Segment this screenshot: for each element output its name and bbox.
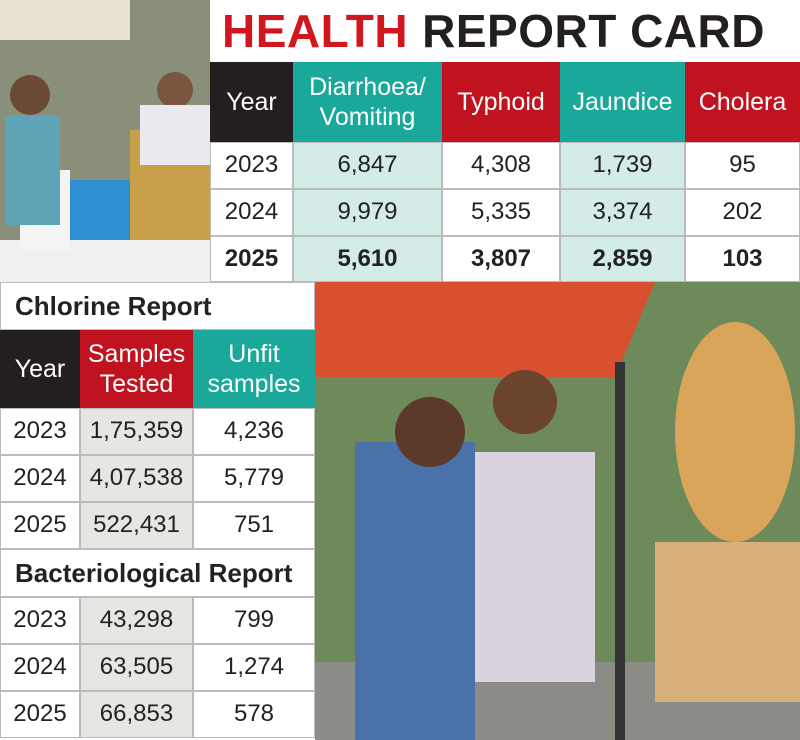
table-cell: 4,07,538 — [80, 455, 193, 502]
table-cell: 2023 — [0, 408, 80, 455]
table-cell: 2023 — [210, 142, 293, 189]
table-cell: 2024 — [0, 455, 80, 502]
table-cell: 1,274 — [193, 644, 315, 691]
title-part: REPORT CARD — [422, 5, 765, 57]
table-cell: 578 — [193, 691, 315, 738]
table-cell: 5,779 — [193, 455, 315, 502]
header-cell: Diarrhoea/ Vomiting — [293, 62, 442, 142]
header-cell: Typhoid — [442, 62, 560, 142]
table-cell: 1,75,359 — [80, 408, 193, 455]
table-cell: 2025 — [0, 502, 80, 549]
table-cell: 95 — [685, 142, 800, 189]
table-cell: 2023 — [0, 597, 80, 644]
header-cell: Year — [210, 62, 293, 142]
table-cell: 9,979 — [293, 189, 442, 236]
header-cell: Year — [0, 330, 80, 408]
table-cell: 1,739 — [560, 142, 685, 189]
table-cell: 5,610 — [293, 236, 442, 282]
photo-shop — [0, 0, 210, 282]
header-cell: Jaundice — [560, 62, 685, 142]
header-cell: Cholera — [685, 62, 800, 142]
table-cell: 4,308 — [442, 142, 560, 189]
section-title: Bacteriological Report — [0, 549, 315, 597]
table-cell: 2024 — [0, 644, 80, 691]
table-cell: 3,807 — [442, 236, 560, 282]
header-cell: Samples Tested — [80, 330, 193, 408]
title-part: HEALTH — [222, 5, 409, 57]
table-cell: 5,335 — [442, 189, 560, 236]
table-cell: 2,859 — [560, 236, 685, 282]
table-cell: 522,431 — [80, 502, 193, 549]
table-cell: 66,853 — [80, 691, 193, 738]
table-cell: 6,847 — [293, 142, 442, 189]
header-cell: Unfit samples — [193, 330, 315, 408]
photo-street — [315, 282, 800, 740]
table-cell: 3,374 — [560, 189, 685, 236]
table-cell: 2025 — [210, 236, 293, 282]
table-cell: 63,505 — [80, 644, 193, 691]
table-cell: 202 — [685, 189, 800, 236]
table-cell: 751 — [193, 502, 315, 549]
table-cell: 103 — [685, 236, 800, 282]
table-cell: 4,236 — [193, 408, 315, 455]
title: HEALTH REPORT CARD — [210, 0, 800, 62]
table-cell: 43,298 — [80, 597, 193, 644]
table-cell: 799 — [193, 597, 315, 644]
table-cell: 2025 — [0, 691, 80, 738]
table-cell: 2024 — [210, 189, 293, 236]
section-title: Chlorine Report — [0, 282, 315, 330]
